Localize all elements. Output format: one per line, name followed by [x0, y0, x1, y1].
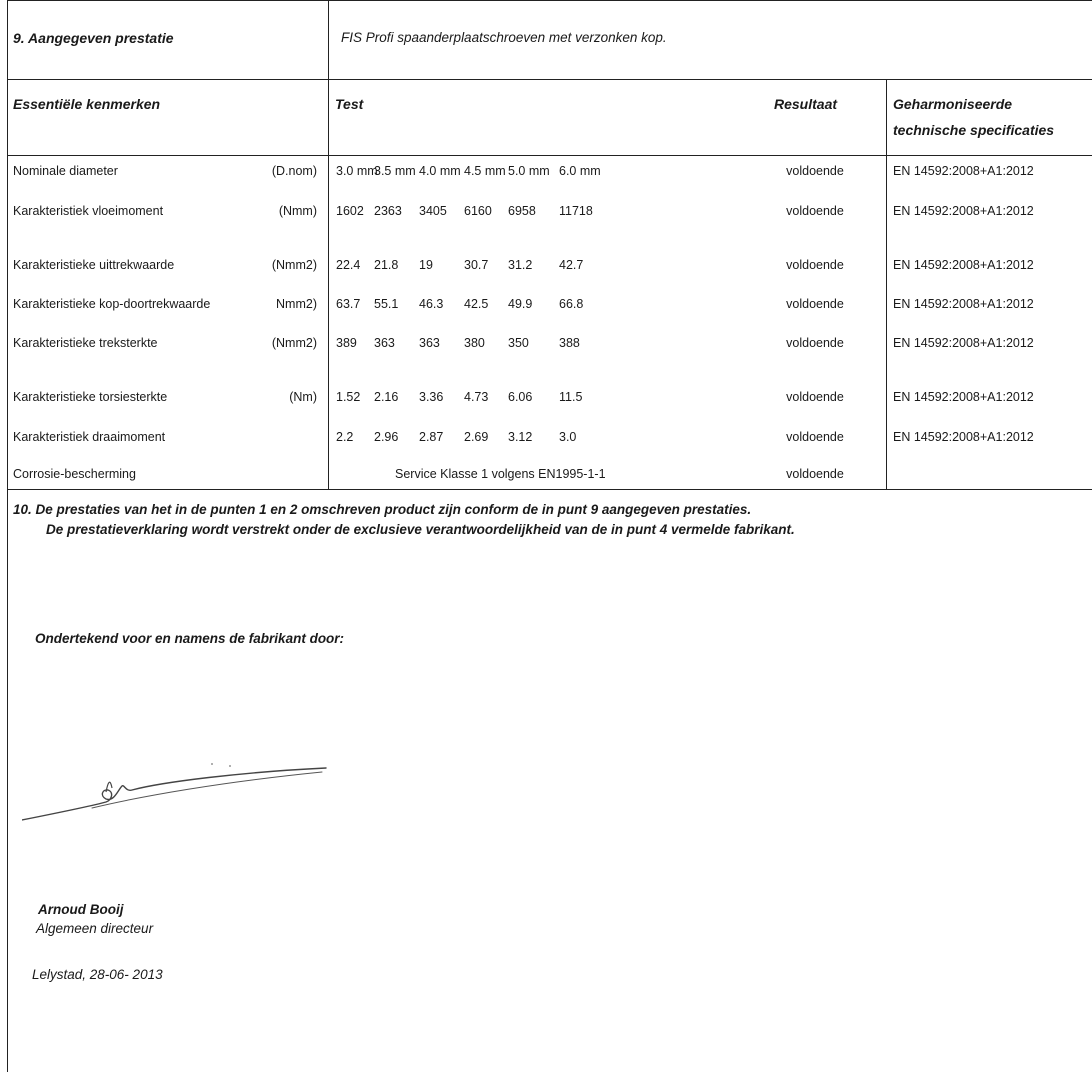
- column-header-test: Test: [335, 96, 363, 112]
- row-test-value: 4.73: [464, 389, 488, 405]
- table-border-top: [7, 0, 1092, 1]
- row-test-value: 6.06: [508, 389, 532, 405]
- row-characteristic: Karakteristieke treksterkte: [13, 335, 158, 351]
- table-divider: [7, 155, 1092, 156]
- row-test-value: 3.36: [419, 389, 443, 405]
- corrosion-name: Corrosie-bescherming: [13, 466, 136, 482]
- row-test-value: 4.5 mm: [464, 163, 506, 179]
- row-spec: EN 14592:2008+A1:2012: [893, 257, 1034, 273]
- row-test-value: 11718: [559, 203, 593, 219]
- row-characteristic: Nominale diameter: [13, 163, 118, 179]
- row-characteristic: Karakteristiek draaimoment: [13, 429, 165, 445]
- product-description: FIS Profi spaanderplaatschroeven met ver…: [341, 30, 667, 46]
- column-header-spec: Geharmoniseerde: [893, 96, 1012, 112]
- row-test-value: 49.9: [508, 296, 532, 312]
- row-spec: EN 14592:2008+A1:2012: [893, 296, 1034, 312]
- row-test-value: 66.8: [559, 296, 583, 312]
- row-test-value: 3405: [419, 203, 447, 219]
- row-test-value: 63.7: [336, 296, 360, 312]
- row-test-value: 2.87: [419, 429, 443, 445]
- row-test-value: 22.4: [336, 257, 360, 273]
- row-test-value: 388: [559, 335, 580, 351]
- column-divider: [886, 79, 887, 490]
- row-test-value: 46.3: [419, 296, 443, 312]
- row-spec: EN 14592:2008+A1:2012: [893, 389, 1034, 405]
- row-characteristic: Karakteristiek vloeimoment: [13, 203, 163, 219]
- row-characteristic: Karakteristieke uittrekwaarde: [13, 257, 174, 273]
- row-unit: (Nmm): [230, 203, 317, 219]
- section-label: 9. Aangegeven prestatie: [13, 30, 174, 46]
- row-test-value: 363: [374, 335, 395, 351]
- signed-by-label: Ondertekend voor en namens de fabrikant …: [35, 631, 344, 646]
- row-characteristic: Karakteristieke torsiesterkte: [13, 389, 167, 405]
- row-test-value: 2.69: [464, 429, 488, 445]
- column-divider: [328, 0, 329, 490]
- row-test-value: 42.5: [464, 296, 488, 312]
- column-header-characteristics: Essentiële kenmerken: [13, 96, 160, 112]
- row-unit: (Nmm2): [230, 257, 317, 273]
- statement-line-1: 10. De prestaties van het in de punten 1…: [13, 502, 751, 517]
- row-test-value: 31.2: [508, 257, 532, 273]
- row-test-value: 3.12: [508, 429, 532, 445]
- row-test-value: 21.8: [374, 257, 398, 273]
- row-result: voldoende: [760, 389, 870, 405]
- column-header-spec: technische specificaties: [893, 122, 1054, 138]
- row-test-value: 1.52: [336, 389, 360, 405]
- column-header-result: Resultaat: [774, 96, 837, 112]
- row-test-value: 3.5 mm: [374, 163, 416, 179]
- row-test-value: 6160: [464, 203, 492, 219]
- table-divider: [7, 79, 1092, 80]
- row-result: voldoende: [760, 429, 870, 445]
- row-test-value: 2.2: [336, 429, 353, 445]
- row-characteristic: Karakteristieke kop-doortrekwaarde: [13, 296, 210, 312]
- row-spec: EN 14592:2008+A1:2012: [893, 429, 1034, 445]
- place-date: Lelystad, 28-06- 2013: [32, 967, 163, 982]
- row-test-value: 380: [464, 335, 485, 351]
- row-test-value: 42.7: [559, 257, 583, 273]
- row-test-value: 55.1: [374, 296, 398, 312]
- row-spec: EN 14592:2008+A1:2012: [893, 163, 1034, 179]
- row-test-value: 2.16: [374, 389, 398, 405]
- row-test-value: 11.5: [559, 389, 582, 405]
- row-test-value: 6.0 mm: [559, 163, 601, 179]
- corrosion-result: voldoende: [760, 466, 870, 482]
- row-test-value: 2.96: [374, 429, 398, 445]
- table-border-bottom: [7, 489, 1092, 490]
- signature-image: [22, 762, 337, 822]
- row-test-value: 30.7: [464, 257, 488, 273]
- corrosion-test: Service Klasse 1 volgens EN1995-1-1: [395, 466, 606, 482]
- row-result: voldoende: [760, 296, 870, 312]
- row-result: voldoende: [760, 163, 870, 179]
- row-test-value: 5.0 mm: [508, 163, 550, 179]
- row-result: voldoende: [760, 203, 870, 219]
- row-test-value: 6958: [508, 203, 536, 219]
- row-test-value: 4.0 mm: [419, 163, 461, 179]
- row-unit: Nmm2): [230, 296, 317, 312]
- row-spec: EN 14592:2008+A1:2012: [893, 335, 1034, 351]
- row-test-value: 389: [336, 335, 357, 351]
- row-spec: EN 14592:2008+A1:2012: [893, 203, 1034, 219]
- signatory-name: Arnoud Booij: [38, 902, 123, 917]
- signatory-title: Algemeen directeur: [36, 921, 153, 936]
- row-test-value: 19: [419, 257, 433, 273]
- row-unit: (Nmm2): [230, 335, 317, 351]
- row-test-value: 1602: [336, 203, 364, 219]
- row-unit: (D.nom): [230, 163, 317, 179]
- statement-line-2: De prestatieverklaring wordt verstrekt o…: [46, 522, 795, 537]
- row-test-value: 3.0: [559, 429, 576, 445]
- row-unit: (Nm): [230, 389, 317, 405]
- row-test-value: 3.0 mm: [336, 163, 378, 179]
- row-result: voldoende: [760, 335, 870, 351]
- row-test-value: 350: [508, 335, 529, 351]
- row-result: voldoende: [760, 257, 870, 273]
- row-test-value: 363: [419, 335, 440, 351]
- row-test-value: 2363: [374, 203, 402, 219]
